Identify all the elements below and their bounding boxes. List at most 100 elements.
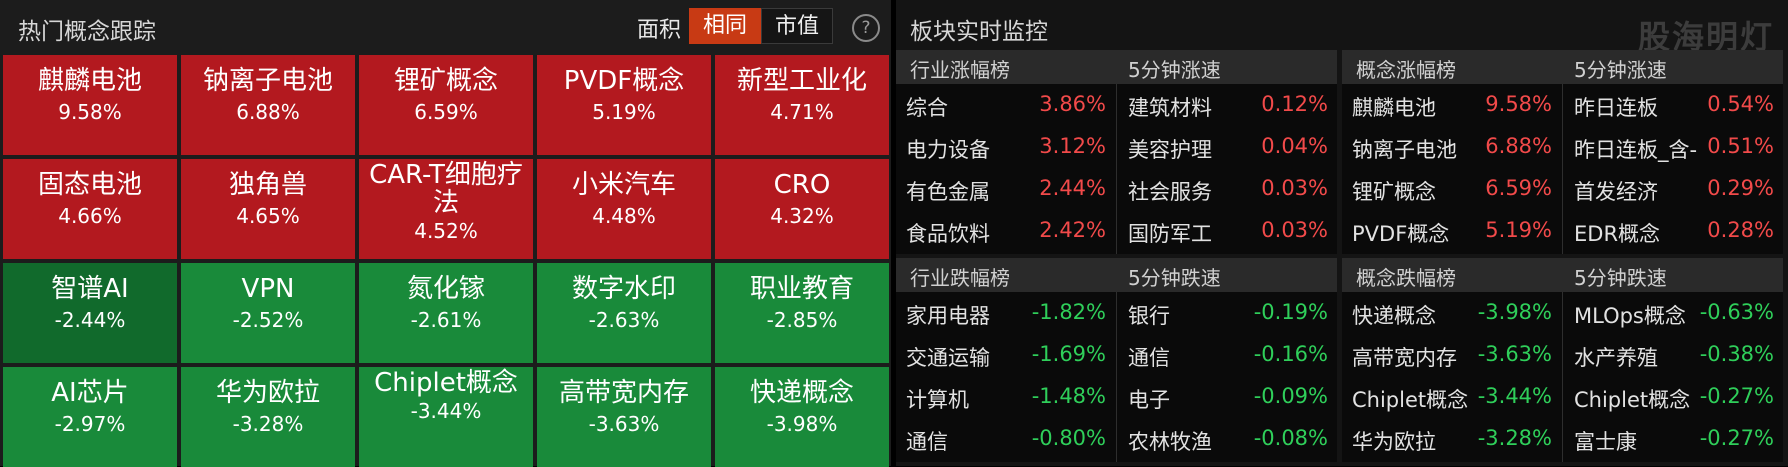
rank-header-left[interactable]: 行业涨幅榜: [910, 58, 1010, 82]
rank-header-right[interactable]: 5分钟跌速: [1128, 266, 1221, 290]
rank-header-left[interactable]: 概念跌幅榜: [1356, 266, 1456, 290]
concept-tile-change: 4.71%: [770, 100, 834, 124]
sector-change: 0.12%: [1261, 92, 1328, 116]
concept-tile-change: -3.28%: [232, 412, 304, 436]
sector-change: -0.19%: [1253, 300, 1328, 324]
rank-row[interactable]: 快递概念 -3.98% MLOps概念 -0.63%: [1342, 292, 1783, 334]
concept-tile[interactable]: 锂矿概念 6.59%: [359, 55, 533, 155]
sector-change: 0.29%: [1707, 176, 1774, 200]
concept-tile-name: 氮化镓: [406, 274, 485, 304]
sector-change: -3.63%: [1477, 342, 1552, 366]
rank-row[interactable]: 钠离子电池 6.88% 昨日连板_含- 0.51%: [1342, 126, 1783, 168]
concept-tile[interactable]: 华为欧拉 -3.28%: [181, 367, 355, 467]
sector-name: 银行: [1128, 304, 1170, 328]
concept-tile[interactable]: 职业教育 -2.85%: [715, 263, 889, 363]
rank-header-left[interactable]: 概念涨幅榜: [1356, 58, 1456, 82]
rank-table: 概念跌幅榜 5分钟跌速 快递概念 -3.98% MLOps概念 -0.63% 高带宽内存 -3…: [1342, 258, 1783, 462]
concept-tile[interactable]: VPN -2.52%: [181, 263, 355, 363]
concept-tile[interactable]: 氮化镓 -2.61%: [359, 263, 533, 363]
hot-concepts-panel: 热门概念跟踪 面积 相同 市值 ? 麒麟电池 9.58% 钠离子电池 6.88% 锂矿概…: [0, 0, 891, 467]
concept-tile[interactable]: 智谱AI -2.44%: [3, 263, 177, 363]
rank-row[interactable]: 家用电器 -1.82% 银行 -0.19%: [896, 292, 1337, 334]
rank-row[interactable]: PVDF概念 5.19% EDR概念 0.28%: [1342, 210, 1783, 252]
concept-tile[interactable]: 独角兽 4.65%: [181, 159, 355, 259]
rank-header-right[interactable]: 5分钟跌速: [1574, 266, 1667, 290]
sector-name: 食品饮料: [906, 222, 990, 246]
sector-name: 锂矿概念: [1352, 180, 1436, 204]
sector-change: -1.69%: [1031, 342, 1106, 366]
concept-tile[interactable]: 钠离子电池 6.88%: [181, 55, 355, 155]
concept-tile-name: Chiplet概念: [374, 368, 518, 398]
panel-title: 板块实时监控: [910, 19, 1048, 45]
concept-tile[interactable]: 高带宽内存 -3.63%: [537, 367, 711, 467]
sector-change: -3.28%: [1477, 426, 1552, 450]
concept-tile-change: -2.97%: [54, 412, 126, 436]
concept-tile[interactable]: CAR-T细胞疗法 4.52%: [359, 159, 533, 259]
concept-tile[interactable]: 新型工业化 4.71%: [715, 55, 889, 155]
rank-row[interactable]: Chiplet概念 -3.44% Chiplet概念 -0.27%: [1342, 376, 1783, 418]
rank-row[interactable]: 食品饮料 2.42% 国防军工 0.03%: [896, 210, 1337, 252]
concept-tile[interactable]: 小米汽车 4.48%: [537, 159, 711, 259]
sector-change: 9.58%: [1485, 92, 1552, 116]
concept-tile-name: 独角兽: [228, 170, 307, 200]
concept-tile[interactable]: CRO 4.32%: [715, 159, 889, 259]
sector-name: PVDF概念: [1352, 222, 1450, 246]
concept-tile-name: 钠离子电池: [202, 66, 333, 96]
column-divider: [1116, 84, 1117, 254]
rank-header-right[interactable]: 5分钟涨速: [1128, 58, 1221, 82]
rank-table: 行业涨幅榜 5分钟涨速 综合 3.86% 建筑材料 0.12% 电力设备 3.12% 美容护理 0…: [896, 50, 1337, 254]
sector-change: -3.98%: [1477, 300, 1552, 324]
help-icon[interactable]: ?: [852, 14, 880, 42]
sector-change: -0.08%: [1253, 426, 1328, 450]
sector-name: 高带宽内存: [1352, 346, 1457, 370]
concept-tile[interactable]: PVDF概念 5.19%: [537, 55, 711, 155]
concept-tile-name: 高带宽内存: [558, 378, 689, 408]
concept-tile-change: -2.52%: [232, 308, 304, 332]
sector-change: -1.48%: [1031, 384, 1106, 408]
rank-row[interactable]: 锂矿概念 6.59% 首发经济 0.29%: [1342, 168, 1783, 210]
rank-row[interactable]: 综合 3.86% 建筑材料 0.12%: [896, 84, 1337, 126]
concept-tile-change: -2.63%: [588, 308, 660, 332]
concept-tile-change: 4.66%: [58, 204, 122, 228]
sector-change: -0.16%: [1253, 342, 1328, 366]
concept-tile[interactable]: 数字水印 -2.63%: [537, 263, 711, 363]
sort-equal-button[interactable]: 相同: [689, 8, 761, 44]
rank-table-header: 行业跌幅榜 5分钟跌速: [896, 258, 1337, 292]
rank-row[interactable]: 有色金属 2.44% 社会服务 0.03%: [896, 168, 1337, 210]
sector-name: 社会服务: [1128, 180, 1212, 204]
concept-tile[interactable]: 固态电池 4.66%: [3, 159, 177, 259]
rank-row[interactable]: 通信 -0.80% 农林牧渔 -0.08%: [896, 418, 1337, 460]
rank-header-right[interactable]: 5分钟涨速: [1574, 58, 1667, 82]
rank-header-left[interactable]: 行业跌幅榜: [910, 266, 1010, 290]
concept-tile-name: PVDF概念: [563, 66, 685, 96]
rank-row[interactable]: 交通运输 -1.69% 通信 -0.16%: [896, 334, 1337, 376]
concept-tile-change: -2.61%: [410, 308, 482, 332]
concept-tile[interactable]: 麒麟电池 9.58%: [3, 55, 177, 155]
concept-tile-name: 智谱AI: [51, 274, 129, 304]
column-divider: [1562, 84, 1563, 254]
concept-tile-name: 快递概念: [749, 378, 854, 408]
concept-tile-name: 职业教育: [749, 274, 854, 304]
sector-change: 0.03%: [1261, 176, 1328, 200]
sector-name: 昨日连板: [1574, 96, 1658, 120]
sector-change: -0.38%: [1699, 342, 1774, 366]
rank-row[interactable]: 计算机 -1.48% 电子 -0.09%: [896, 376, 1337, 418]
concept-tile[interactable]: 快递概念 -3.98%: [715, 367, 889, 467]
rank-row[interactable]: 电力设备 3.12% 美容护理 0.04%: [896, 126, 1337, 168]
rank-row[interactable]: 高带宽内存 -3.63% 水产养殖 -0.38%: [1342, 334, 1783, 376]
sector-change: -3.44%: [1477, 384, 1552, 408]
sort-market-cap-button[interactable]: 市值: [761, 8, 833, 44]
concept-tile-change: -2.85%: [766, 308, 838, 332]
rank-row[interactable]: 麒麟电池 9.58% 昨日连板 0.54%: [1342, 84, 1783, 126]
column-divider: [1562, 292, 1563, 462]
concept-tile-name: AI芯片: [51, 378, 129, 408]
rank-table-header: 行业涨幅榜 5分钟涨速: [896, 50, 1337, 84]
sector-name: 交通运输: [906, 346, 990, 370]
concept-tile[interactable]: AI芯片 -2.97%: [3, 367, 177, 467]
sector-name: 国防军工: [1128, 222, 1212, 246]
rank-row[interactable]: 华为欧拉 -3.28% 富士康 -0.27%: [1342, 418, 1783, 460]
concept-tile-name: CRO: [773, 170, 831, 200]
sector-name: 建筑材料: [1128, 96, 1212, 120]
panel-title: 热门概念跟踪: [18, 19, 156, 45]
concept-tile[interactable]: Chiplet概念 -3.44%: [359, 367, 533, 467]
